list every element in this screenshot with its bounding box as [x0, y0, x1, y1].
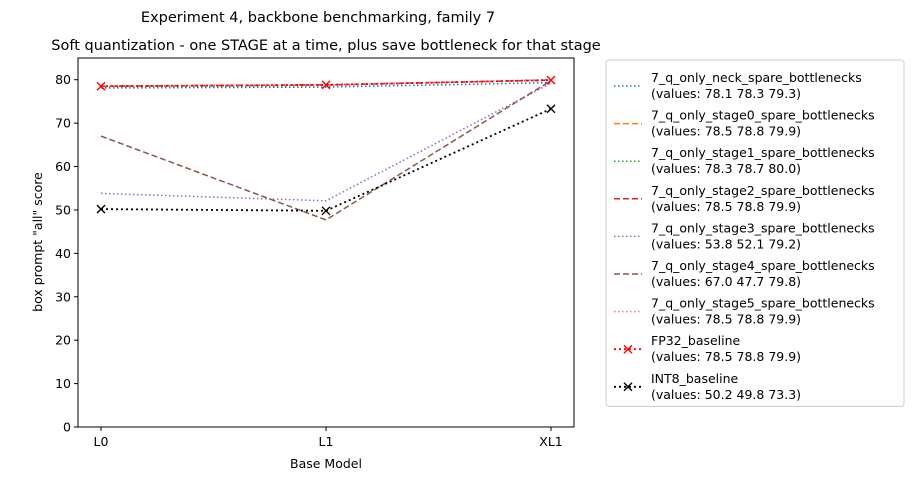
legend-values-5: (values: 67.0 47.7 79.8) [651, 274, 801, 289]
y-tick-label: 10 [55, 376, 71, 391]
x-marker-stroke [321, 80, 331, 90]
legend-values-6: (values: 78.5 78.8 79.9) [651, 312, 801, 327]
plot-frame [77, 57, 575, 428]
legend-values-4: (values: 53.8 52.1 79.2) [651, 236, 801, 251]
x-marker-stroke [96, 204, 106, 214]
plot-area: 0 10 20 30 40 50 60 70 80 L0 L1 XL1 [55, 57, 575, 449]
series-line-0 [100, 81, 552, 89]
y-axis-label: box prompt "all" score [30, 172, 45, 312]
x-marker-stroke [546, 75, 556, 85]
legend-values-8: (values: 50.2 49.8 73.3) [651, 387, 801, 402]
series-point-7 [321, 80, 331, 90]
y-tick-label: 40 [55, 246, 71, 261]
legend: 7_q_only_neck_spare_bottlenecks(values: … [605, 59, 905, 407]
series-point-8 [546, 104, 556, 114]
legend-label-5: 7_q_only_stage4_spare_bottlenecks [651, 258, 875, 273]
y-tick-label: 70 [55, 116, 71, 131]
chart-title: Experiment 4, backbone benchmarking, fam… [141, 10, 495, 26]
y-tick-label: 60 [55, 159, 71, 174]
x-marker-stroke [546, 104, 556, 114]
legend-values-0: (values: 78.1 78.3 79.3) [651, 86, 801, 101]
legend-label-3: 7_q_only_stage2_spare_bottlenecks [651, 183, 875, 198]
legend-label-2: 7_q_only_stage1_spare_bottlenecks [651, 145, 875, 160]
series-line-5 [100, 79, 552, 221]
legend-label-6: 7_q_only_stage5_spare_bottlenecks [651, 296, 875, 311]
y-tick-label: 80 [55, 72, 71, 87]
x-tick-label: L0 [94, 434, 109, 449]
x-marker-stroke [321, 206, 331, 216]
legend-label-1: 7_q_only_stage0_spare_bottlenecks [651, 108, 875, 123]
y-tick-label: 20 [55, 333, 71, 348]
legend-values-1: (values: 78.5 78.8 79.9) [651, 124, 801, 139]
legend-label-7: FP32_baseline [651, 333, 741, 348]
legend-values-7: (values: 78.5 78.8 79.9) [651, 349, 801, 364]
legend-values-2: (values: 78.3 78.7 80.0) [651, 161, 801, 176]
series-line-8 [100, 107, 552, 212]
legend-label-4: 7_q_only_stage3_spare_bottlenecks [651, 220, 875, 235]
x-tick-label: XL1 [539, 434, 562, 449]
y-tick-label: 0 [63, 420, 71, 435]
y-tick-label: 30 [55, 289, 71, 304]
legend-box [605, 59, 905, 407]
legend-label-8: INT8_baseline [651, 371, 739, 386]
x-tick-label: L1 [319, 434, 334, 449]
y-tick-label: 50 [55, 202, 71, 217]
series-point-7 [96, 81, 106, 91]
series-point-7 [546, 75, 556, 85]
legend-label-0: 7_q_only_neck_spare_bottlenecks [651, 70, 862, 85]
x-axis-label: Base Model [290, 456, 362, 471]
legend-values-3: (values: 78.5 78.8 79.9) [651, 199, 801, 214]
chart-subtitle: Soft quantization - one STAGE at a time,… [51, 38, 601, 54]
x-marker-stroke [96, 81, 106, 91]
legend-marker [623, 382, 633, 392]
legend-marker [623, 344, 633, 354]
series-point-8 [96, 204, 106, 214]
series-point-8 [321, 206, 331, 216]
series-line-4 [100, 82, 552, 202]
